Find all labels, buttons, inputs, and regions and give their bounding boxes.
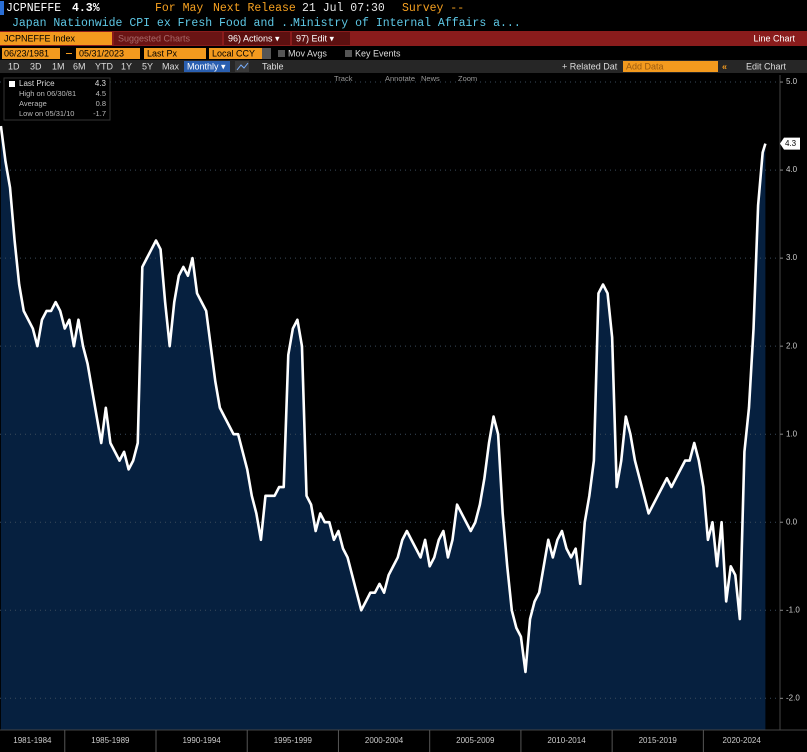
- legend-stat-label: Average: [19, 99, 47, 108]
- legend-value: 4.3: [95, 79, 107, 88]
- y-tick-label: 4.0: [786, 165, 798, 174]
- y-tick-label: -2.0: [786, 693, 800, 702]
- add-data[interactable]: Add Data: [626, 61, 664, 71]
- chart-tool[interactable]: Zoom: [458, 74, 477, 83]
- related-data[interactable]: + Related Dat: [562, 61, 618, 71]
- chart-type[interactable]: Line Chart: [753, 33, 795, 43]
- y-tick-label: 5.0: [786, 77, 798, 86]
- header-value: 4.3%: [72, 2, 100, 15]
- y-tick-label: 1.0: [786, 429, 798, 438]
- security-box[interactable]: [0, 32, 112, 45]
- range-button[interactable]: 1M: [52, 61, 65, 71]
- frequency[interactable]: Monthly ▾: [187, 61, 226, 71]
- suggested-box[interactable]: [114, 32, 222, 45]
- ticker-marker: [0, 1, 4, 15]
- legend-stat-value: 0.8: [96, 99, 106, 108]
- edit-chart[interactable]: Edit Chart: [746, 61, 787, 71]
- table-button[interactable]: Table: [262, 61, 284, 71]
- range-button[interactable]: 5Y: [142, 61, 153, 71]
- legend-label: Last Price: [19, 79, 55, 88]
- chart-tool[interactable]: Track: [334, 74, 353, 83]
- end-date-box[interactable]: [76, 48, 140, 59]
- range-button[interactable]: 3D: [30, 61, 42, 71]
- x-tick-label: 2020-2024: [723, 736, 762, 745]
- chart-tool[interactable]: Annotate: [385, 74, 415, 83]
- x-tick-label: 1995-1999: [274, 736, 313, 745]
- area: [0, 126, 766, 730]
- x-tick-label: 2005-2009: [456, 736, 495, 745]
- suggested-charts[interactable]: Suggested Charts: [118, 33, 191, 43]
- actions-box[interactable]: [224, 32, 290, 45]
- source: Ministry of Internal Affairs a...: [293, 17, 521, 30]
- chart-icon-glyph: [236, 62, 249, 71]
- legend-swatch: [9, 81, 15, 87]
- currency-dropdown[interactable]: [262, 48, 271, 59]
- security-input[interactable]: JCPNEFFE Index: [4, 33, 76, 43]
- legend-stat-value: 4.5: [96, 89, 106, 98]
- x-tick-label: 2010-2014: [547, 736, 586, 745]
- line: [0, 125, 767, 674]
- field-box[interactable]: [144, 48, 206, 59]
- x-tick-label: 2000-2004: [365, 736, 404, 745]
- frequency-box[interactable]: [184, 61, 230, 72]
- last-value-label: 4.3: [785, 139, 797, 148]
- x-tick-label: 1985-1989: [91, 736, 130, 745]
- date-dash: [66, 53, 72, 54]
- ticker: JCPNEFFE: [6, 2, 61, 15]
- actions-menu[interactable]: 96) Actions ▾: [228, 33, 280, 43]
- last-value-tag: [780, 137, 800, 150]
- mov-avgs-checkbox[interactable]: [278, 50, 285, 57]
- range-button[interactable]: 1D: [8, 61, 20, 71]
- edit-menu[interactable]: 97) Edit ▾: [296, 33, 335, 43]
- security-name: Japan Nationwide CPI ex Fresh Food and .…: [12, 17, 302, 30]
- survey: Survey --: [402, 2, 464, 15]
- legend-stat-value: -1.7: [93, 109, 106, 118]
- x-tick-label: 1990-1994: [182, 736, 221, 745]
- range-button[interactable]: 6M: [73, 61, 86, 71]
- start-date[interactable]: 06/23/1981: [4, 48, 49, 58]
- x-tick-label: 2015-2019: [639, 736, 678, 745]
- y-tick-label: 0.0: [786, 517, 798, 526]
- collapse-arrows[interactable]: «: [722, 61, 727, 71]
- legend-stat-label: High on 06/30/81: [19, 89, 76, 98]
- mov-avgs[interactable]: Mov Avgs: [288, 48, 327, 58]
- edit-box[interactable]: [292, 32, 350, 45]
- add-data-box[interactable]: [623, 61, 718, 72]
- legend-box: [3, 77, 111, 121]
- start-date-box[interactable]: [2, 48, 60, 59]
- next-release: 21 Jul 07:30: [302, 2, 385, 15]
- period: For May: [155, 2, 203, 15]
- currency-box[interactable]: [209, 48, 265, 59]
- range-button[interactable]: YTD: [95, 61, 114, 71]
- key-events-checkbox[interactable]: [345, 50, 352, 57]
- x-tick-label: 1981-1984: [13, 736, 52, 745]
- chart-tool[interactable]: News: [421, 74, 440, 83]
- y-tick-label: 3.0: [786, 253, 798, 262]
- y-tick-label: -1.0: [786, 605, 800, 614]
- next-release-label: Next Release: [213, 2, 296, 15]
- range-button[interactable]: 1Y: [121, 61, 132, 71]
- key-events[interactable]: Key Events: [355, 48, 401, 58]
- legend-stat-label: Low on 05/31/10: [19, 109, 74, 118]
- end-date[interactable]: 05/31/2023: [79, 48, 124, 58]
- y-tick-label: 2.0: [786, 341, 798, 350]
- field[interactable]: Last Px: [147, 48, 178, 58]
- range-button[interactable]: Max: [162, 61, 180, 71]
- currency[interactable]: Local CCY: [212, 48, 255, 58]
